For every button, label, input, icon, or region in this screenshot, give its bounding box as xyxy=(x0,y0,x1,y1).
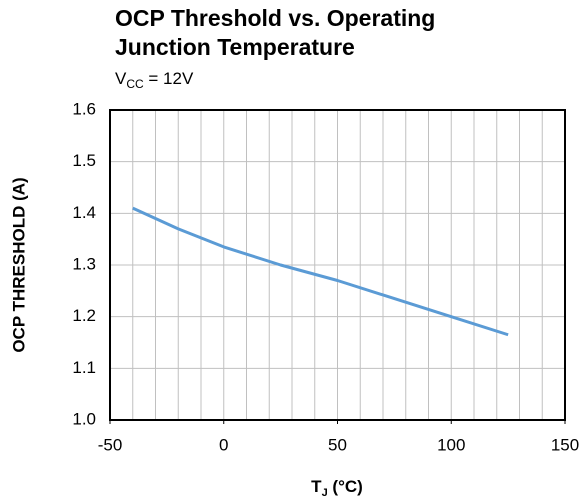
xlabel-part: (°C) xyxy=(328,477,363,496)
x-tick-label: 50 xyxy=(328,435,347,454)
x-tick-label: 150 xyxy=(551,435,579,454)
x-tick-label: -50 xyxy=(98,435,123,454)
chart-title: OCP Threshold vs. Operating xyxy=(115,5,435,31)
subtitle-part: = 12V xyxy=(144,69,194,88)
xlabel-sub: J xyxy=(322,487,328,499)
y-tick-label: 1.2 xyxy=(72,306,96,325)
y-tick-label: 1.4 xyxy=(72,203,96,222)
y-tick-label: 1.6 xyxy=(72,99,96,118)
xlabel-part: T xyxy=(311,477,322,496)
y-tick-label: 1.3 xyxy=(72,254,96,273)
y-tick-label: 1.5 xyxy=(72,151,96,170)
y-tick-label: 1.0 xyxy=(72,409,96,428)
x-tick-label: 100 xyxy=(437,435,465,454)
data-line xyxy=(132,206,509,337)
plot-frame xyxy=(109,109,566,421)
subtitle-sub: CC xyxy=(126,77,144,91)
subtitle-part: V xyxy=(115,69,127,88)
chart-subtitle: VCC = 12V xyxy=(115,69,194,91)
chart-title: Junction Temperature xyxy=(115,34,355,60)
x-tick-label: 0 xyxy=(219,435,228,454)
x-axis-label: TJ (°C) xyxy=(311,477,363,498)
y-axis-label: OCP THRESHOLD (A) xyxy=(9,177,28,352)
y-tick-label: 1.1 xyxy=(72,358,96,377)
